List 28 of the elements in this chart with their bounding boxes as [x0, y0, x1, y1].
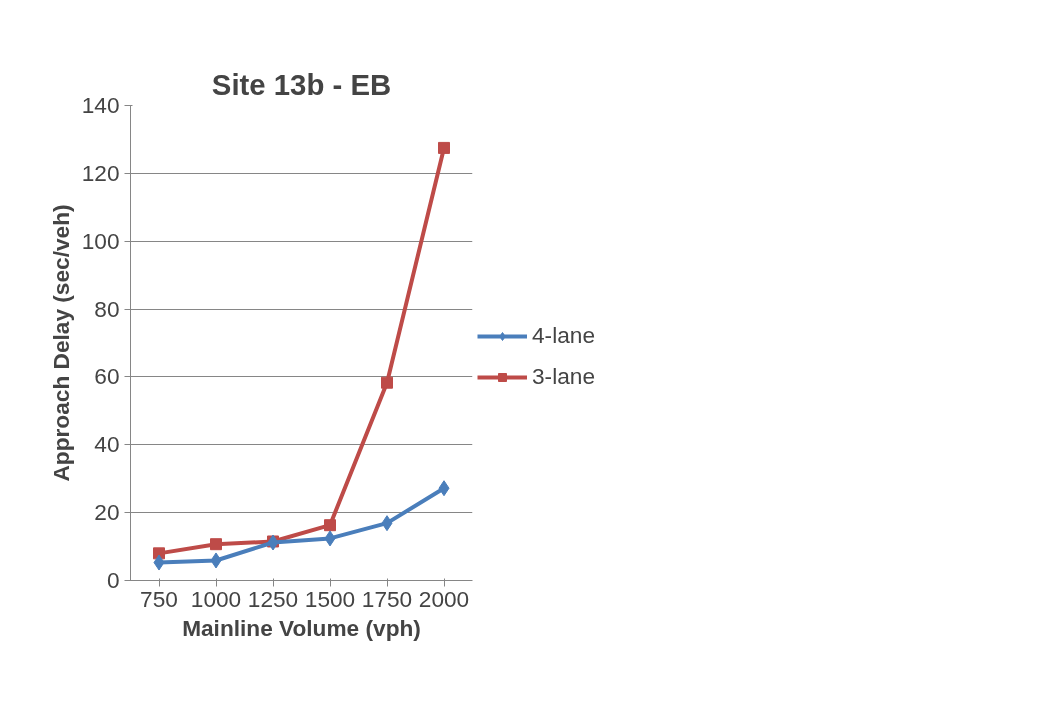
y-tick-label: 120	[81, 159, 120, 186]
legend-label: 3-lane	[532, 363, 595, 390]
y-tick-label: 100	[81, 227, 120, 254]
point	[210, 552, 222, 569]
y-tick-label: 20	[94, 499, 120, 526]
point	[324, 519, 336, 532]
x-tick-label: 1000	[190, 585, 242, 612]
x-tick-label: 1750	[361, 585, 413, 612]
y-tick-label: 0	[106, 567, 120, 593]
y-tick-label: 80	[94, 295, 120, 322]
point	[438, 480, 450, 497]
legend-label: 4-lane	[532, 322, 595, 349]
y-tick-label: 40	[94, 431, 120, 458]
point	[381, 515, 393, 532]
x-tick-label: 750	[140, 585, 178, 612]
chart-title: Site 13b - EB	[211, 67, 392, 101]
x-tick-label: 2000	[418, 585, 470, 612]
x-axis-title: Mainline Volume (vph)	[182, 614, 421, 641]
y-axis-title: Approach Delay (sec/veh)	[47, 204, 74, 482]
point	[153, 554, 165, 571]
point	[438, 141, 450, 154]
y-tick-label: 60	[94, 363, 120, 390]
x-tick-label: 1500	[304, 585, 356, 612]
point	[210, 538, 222, 551]
point	[381, 376, 393, 389]
point	[324, 530, 336, 547]
x-tick-label: 1250	[247, 585, 299, 612]
y-tick-label: 140	[81, 92, 120, 118]
